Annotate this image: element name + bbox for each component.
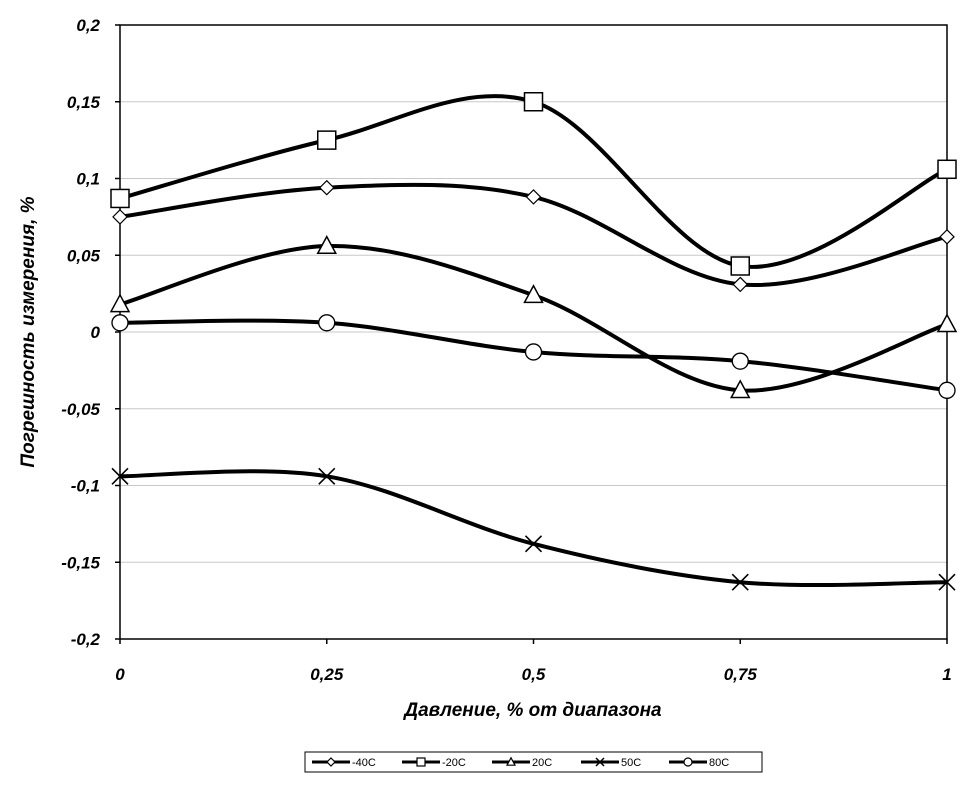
data-point [937, 159, 957, 180]
x-tick-labels: 0 0,25 0,5 0,75 1 [115, 665, 951, 684]
legend-label: 50C [621, 757, 641, 769]
x-tick-label: 1 [942, 665, 951, 684]
series-line [119, 94, 948, 269]
data-point [316, 235, 338, 254]
data-point [729, 379, 751, 399]
legend: -40C -20C 20C 50C 80C [304, 751, 763, 773]
data-point [731, 573, 749, 591]
legend-item: -40C [312, 757, 376, 769]
data-point [318, 179, 335, 196]
y-axis-label: Погрешность измерения, % [18, 196, 39, 467]
legend-marker [505, 756, 517, 766]
legend-marker-stroke [595, 757, 605, 767]
grid-layer [115, 24, 948, 644]
y-tick-label: 0,2 [76, 16, 100, 35]
y-tick-label: 0,05 [67, 246, 101, 265]
legend-label: 20C [532, 757, 552, 769]
y-tick-label: 0 [91, 323, 101, 342]
series-20c [110, 92, 957, 276]
legend-marker [595, 757, 605, 767]
data-point-stroke [938, 573, 956, 591]
legend-box [304, 751, 763, 773]
series-50c [111, 467, 956, 591]
series-layer [109, 92, 958, 591]
y-tick-label: -0,1 [71, 477, 100, 496]
y-tick-label: 0,15 [67, 93, 101, 112]
data-point-stroke [524, 535, 543, 553]
data-point [730, 256, 750, 276]
legend-marker [326, 757, 336, 767]
series-line [119, 469, 948, 588]
data-point [525, 189, 542, 205]
data-point [939, 228, 955, 245]
data-point [938, 573, 956, 591]
data-point [523, 92, 544, 112]
x-tick-label: 0,75 [724, 665, 758, 684]
legend-item: 20C [492, 756, 552, 769]
data-point-stroke [731, 573, 749, 591]
data-point [110, 188, 130, 209]
x-axis-label: Давление, % от диапазона [402, 700, 662, 721]
y-tick-labels: 0,2 0,15 0,1 0,05 0 -0,05 -0,1 -0,15 -0,2 [61, 16, 100, 649]
legend-label: 80C [709, 757, 729, 769]
data-point-stroke [318, 467, 336, 485]
legend-label: -20C [442, 757, 466, 769]
data-point [111, 314, 129, 332]
data-point [938, 381, 956, 399]
x-tick-label: 0,5 [522, 665, 546, 684]
y-tick-label: -0,2 [71, 630, 101, 649]
data-point [936, 313, 958, 333]
y-tick-label: 0,1 [76, 170, 100, 189]
y-tick-label: -0,15 [61, 553, 100, 572]
data-point [111, 467, 129, 485]
legend-item: 80C [669, 757, 729, 769]
legend-item: 50C [581, 757, 641, 769]
data-point [318, 314, 336, 332]
data-point [109, 293, 131, 313]
series-line [119, 244, 948, 393]
legend-label: -40C [352, 757, 376, 769]
data-point [732, 276, 749, 293]
legend-marker [416, 757, 426, 767]
data-point [317, 130, 337, 150]
data-point [524, 343, 543, 361]
data-point [731, 352, 749, 370]
data-point [524, 535, 543, 553]
legend-item: -20C [402, 757, 466, 769]
legend-marker [683, 757, 693, 767]
legend-items: -40C -20C 20C 50C 80C [312, 756, 729, 769]
data-point [523, 284, 544, 304]
y-tick-label: -0,05 [61, 400, 100, 419]
x-tick-label: 0,25 [310, 665, 344, 684]
data-point [112, 209, 128, 225]
data-point [318, 467, 336, 485]
x-tick-label: 0 [115, 665, 125, 684]
series-40c [112, 179, 955, 293]
series-20c [109, 235, 958, 399]
data-point-stroke [111, 467, 129, 485]
series-80c [111, 314, 956, 399]
